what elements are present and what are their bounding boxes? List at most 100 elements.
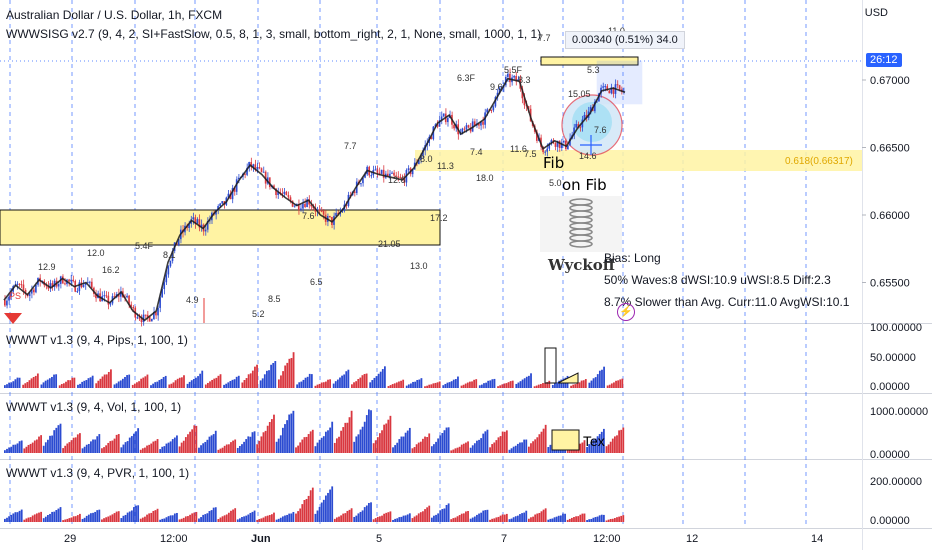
volume-bar — [607, 444, 610, 453]
candle-body — [64, 283, 66, 285]
volume-bar — [178, 377, 181, 388]
volume-bar — [542, 509, 545, 522]
volume-bar — [316, 384, 319, 388]
volume-bar — [160, 378, 163, 388]
panel-label-pips[interactable]: WWWT v1.3 (9, 4, Pips, 1, 100, 1) — [6, 333, 188, 347]
panel-label-vol[interactable]: WWWT v1.3 (9, 4, Vol, 1, 100, 1) — [6, 400, 182, 414]
candle-body — [84, 282, 87, 285]
volume-bar — [318, 383, 321, 388]
x-tick-label: 12:00 — [160, 533, 188, 545]
volume-bar — [49, 513, 51, 522]
volume-bar — [478, 385, 481, 388]
volume-bar — [263, 374, 266, 388]
volume-bar — [505, 383, 508, 388]
candle-body — [47, 286, 50, 289]
volume-bar — [499, 385, 502, 388]
candle-body — [10, 291, 12, 297]
volume-bar — [225, 444, 228, 453]
volume-bar — [146, 374, 149, 388]
volume-bar — [72, 437, 75, 453]
volume-bar — [471, 445, 474, 453]
candle-body — [608, 90, 611, 94]
volume-bar — [268, 514, 271, 522]
volume-bar — [62, 383, 65, 388]
volume-bar — [439, 435, 442, 453]
volume-bar — [460, 444, 463, 453]
panel-label-pvr[interactable]: WWWT v1.3 (9, 4, PVR, 1, 100, 1) — [6, 466, 190, 480]
volume-bar — [164, 375, 167, 388]
volume-bar — [489, 380, 492, 388]
volume-bar — [101, 448, 103, 453]
y-tick-label: 0.66000 — [870, 210, 910, 222]
candle-body — [262, 171, 265, 173]
candle-body — [548, 143, 551, 149]
volume-bar — [169, 441, 172, 453]
volume-bar — [163, 446, 166, 453]
volume-bar — [387, 512, 390, 522]
candle-body — [509, 73, 511, 83]
volume-bar — [243, 516, 245, 522]
volume-bar — [288, 358, 291, 388]
lightning-icon[interactable]: ⚡ — [617, 303, 635, 321]
volume-bar — [484, 431, 487, 453]
candle-body — [144, 314, 147, 316]
candle-body — [389, 173, 391, 177]
volume-bar — [251, 370, 254, 388]
volume-bar — [256, 444, 259, 453]
top-zone — [540, 56, 639, 66]
volume-bar — [350, 410, 353, 453]
volume-bar — [602, 428, 605, 453]
indicator-label[interactable]: WWWSISG v2.7 (9, 4, 2, SI+FastSlow, 0.5,… — [6, 27, 542, 41]
volume-bar — [152, 383, 155, 388]
candle-body — [610, 87, 613, 94]
volume-bar — [258, 518, 261, 522]
volume-bar — [404, 432, 407, 453]
candle-body — [128, 295, 130, 305]
volume-bar — [94, 511, 97, 522]
volume-bar — [270, 419, 273, 453]
volume-bar — [365, 505, 368, 522]
volume-bar — [195, 377, 197, 388]
volume-bar — [200, 517, 202, 522]
volume-bar — [613, 382, 615, 388]
volume-bar — [233, 379, 236, 388]
candle-body — [53, 280, 56, 287]
volume-bar — [36, 439, 38, 453]
volume-bar — [119, 380, 122, 388]
volume-bar — [546, 382, 549, 388]
candle-body — [22, 284, 25, 290]
volume-bar — [89, 377, 92, 388]
candle-body — [227, 193, 230, 198]
volume-bar — [510, 448, 513, 453]
volume-bar — [499, 515, 502, 522]
volume-bar — [404, 515, 407, 522]
candle-body — [498, 87, 501, 93]
volume-bar — [159, 449, 162, 453]
volume-bar — [527, 518, 530, 522]
volume-bar — [142, 377, 145, 388]
volume-bar — [284, 424, 286, 453]
volume-bar — [137, 428, 140, 453]
volume-bar — [66, 518, 69, 522]
volume-bar — [182, 517, 185, 522]
volume-bar — [97, 380, 100, 388]
volume-bar — [227, 512, 230, 522]
volume-bar — [124, 376, 126, 388]
volume-bar — [536, 513, 539, 522]
volume-bar — [281, 427, 284, 453]
volume-bar — [256, 519, 259, 522]
volume-bar — [247, 436, 250, 453]
volume-bar — [446, 382, 449, 388]
volume-bar — [284, 515, 286, 522]
volume-bar — [156, 381, 159, 388]
volume-bar — [336, 517, 338, 522]
volume-bar — [387, 386, 390, 388]
volume-bar — [96, 510, 99, 522]
volume-bar — [173, 437, 176, 453]
volume-bar — [300, 381, 303, 388]
volume-bar — [515, 383, 518, 388]
candle-body — [146, 314, 149, 318]
candle-body — [302, 203, 304, 209]
volume-bar — [547, 447, 550, 453]
candle-body — [264, 171, 267, 184]
